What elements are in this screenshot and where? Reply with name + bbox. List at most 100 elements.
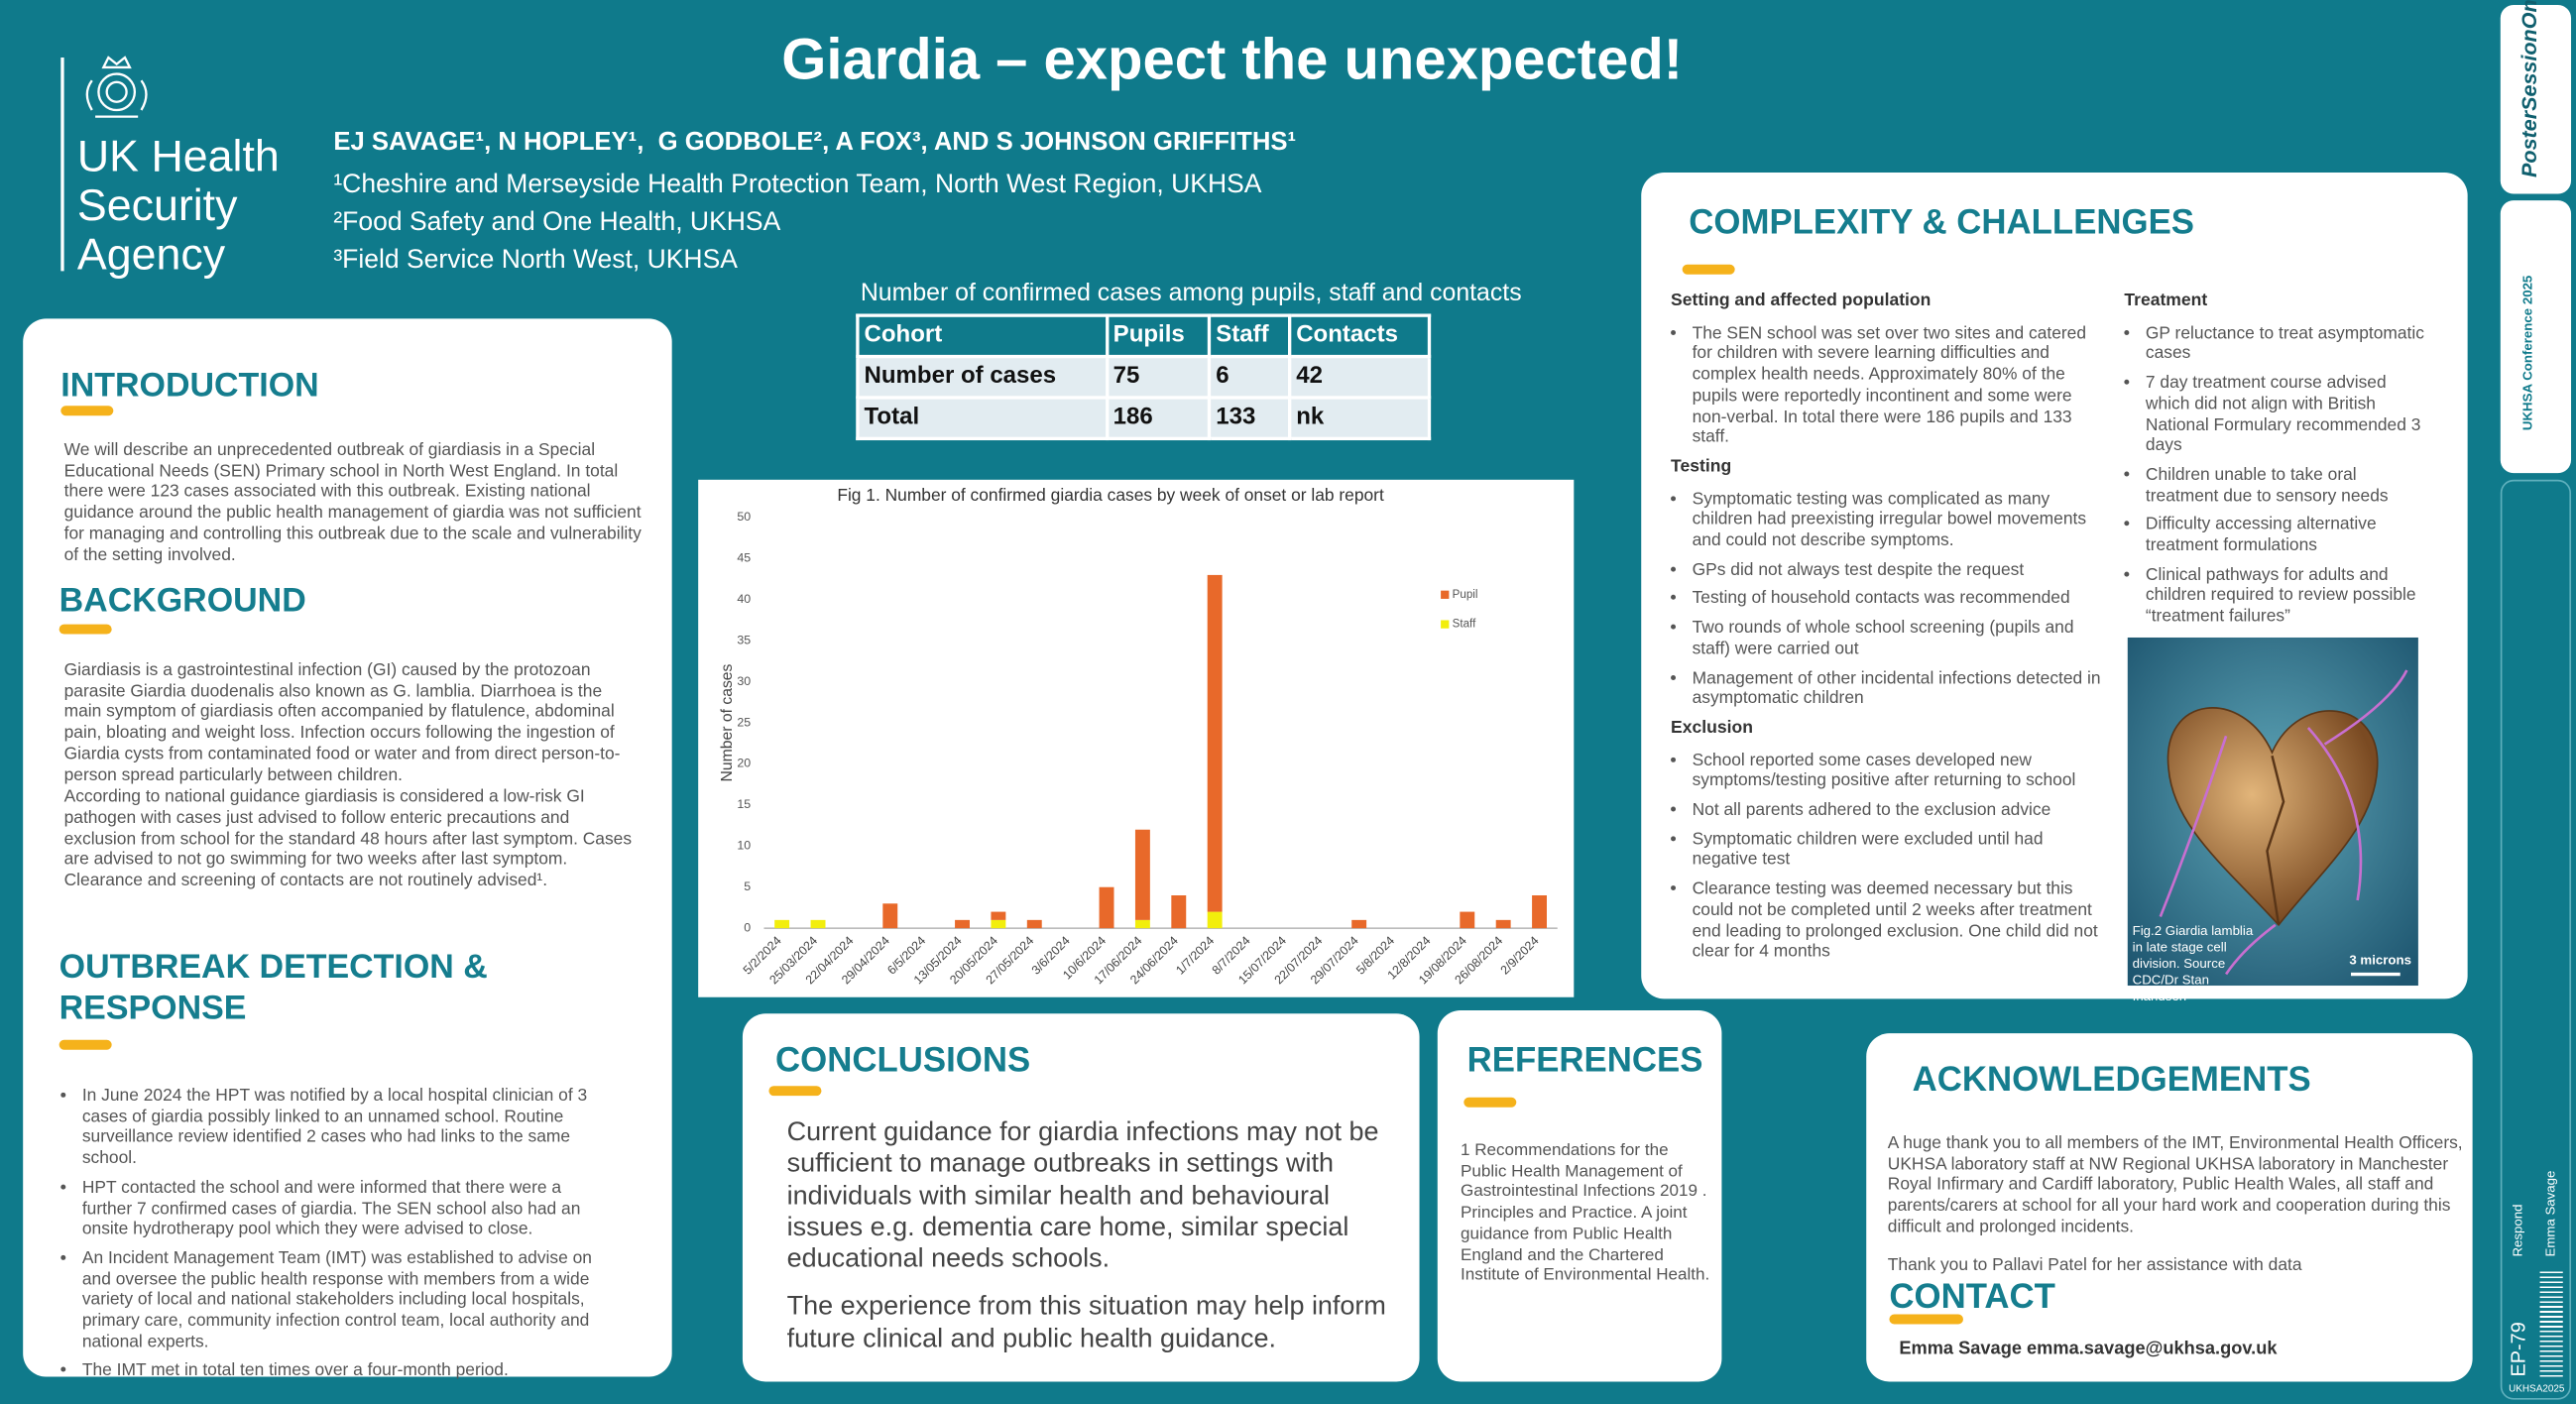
bar xyxy=(1134,919,1150,929)
subheading: Treatment xyxy=(2124,291,2208,311)
subheading: Testing xyxy=(1671,456,1732,477)
bar xyxy=(810,919,826,929)
x-tick-label: 2/9/2024 xyxy=(1498,934,1542,978)
bullets: In June 2024 the HPT was notified by a l… xyxy=(60,1086,613,1390)
paragraph: According to national guidance giardiasi… xyxy=(63,787,633,891)
bullet-list: The SEN school was set over two sites an… xyxy=(1671,323,2101,448)
bullet-item: Not all parents adhered to the exclusion… xyxy=(1693,800,2102,821)
bar xyxy=(1532,895,1547,929)
bullet-item: School reported some cases developed new… xyxy=(1693,751,2102,792)
bullet-list: Symptomatic testing was complicated as m… xyxy=(1671,489,2101,710)
event: UKHSA2025 xyxy=(2509,1384,2565,1395)
bullet-item: Testing of household contacts was recomm… xyxy=(1693,589,2102,610)
column: Treatment GP reluctance to treat asymptom… xyxy=(2124,291,2428,636)
figure-caption: Fig.2 Giardia lamblia in late stage cell… xyxy=(2132,923,2254,1004)
bullet-item: Management of other incidental infection… xyxy=(1693,668,2102,710)
paragraph: Thank you to Pallavi Patel for her assis… xyxy=(1887,1254,2302,1274)
bar xyxy=(1099,886,1114,929)
crest xyxy=(85,56,148,118)
brand: PosterSessionOnline xyxy=(2517,0,2542,177)
scale-label: 3 microns xyxy=(2349,952,2411,968)
bullet-list: School reported some cases developed new… xyxy=(1671,751,2101,963)
x-tick-label: 1/7/2024 xyxy=(1173,934,1217,978)
references-panel xyxy=(1437,1009,1722,1382)
barcode xyxy=(2539,1268,2563,1377)
paragraph: The experience from this situation may h… xyxy=(786,1292,1386,1353)
heading: COMPLEXITY & CHALLENGES xyxy=(1689,203,2195,242)
bullet-item: Clearance testing was deemed necessary b… xyxy=(1693,879,2102,963)
heading: REFERENCES xyxy=(1466,1041,1703,1080)
subheading: Setting and affected population xyxy=(1671,291,1932,311)
y-tick-label: 15 xyxy=(737,797,751,811)
heading: CONCLUSIONS xyxy=(775,1041,1031,1080)
table-cell: Number of cases xyxy=(856,354,1109,400)
bullet-item: GPs did not always test despite the requ… xyxy=(1693,560,2102,581)
table-cell: 6 xyxy=(1208,354,1292,400)
bullet-item: Difficulty accessing alternative treatme… xyxy=(2146,515,2428,556)
paragraphs: A huge thank you to all members of the I… xyxy=(1888,1133,2463,1291)
paragraph: We will describe an unprecedented outbre… xyxy=(63,440,642,565)
y-tick-label: 50 xyxy=(737,510,751,524)
table-cell: 133 xyxy=(1208,396,1292,441)
paragraph: 1 Recommendations for the Public Health … xyxy=(1460,1141,1710,1286)
y-tick-label: 0 xyxy=(744,920,751,934)
bullet-item: 7 day treatment course advised which did… xyxy=(2146,373,2428,456)
acknowledgements-panel xyxy=(1866,1033,2473,1382)
accent xyxy=(768,1086,822,1097)
y-tick-label: 25 xyxy=(737,715,751,729)
authors: EJ SAVAGE¹, N HOPLEY¹, G GODBOLE², A FOX… xyxy=(333,128,1297,157)
bar xyxy=(991,919,1006,929)
logo-line: Security xyxy=(76,180,238,230)
contact-text: Emma Savage emma.savage@ukhsa.gov.uk xyxy=(1899,1339,2278,1359)
table-cell: nk xyxy=(1287,396,1432,441)
bullet-item: The SEN school was set over two sites an… xyxy=(1693,323,2102,448)
legend-swatch xyxy=(1441,590,1450,599)
table-cell: Total xyxy=(856,396,1109,441)
table-header: Cohort Pupils Staff Contacts xyxy=(856,313,1432,359)
affiliation: ¹Cheshire and Merseyside Health Protecti… xyxy=(333,171,1262,199)
bullet-item: Two rounds of whole school screening (pu… xyxy=(1693,618,2102,659)
bullet-item: Symptomatic testing was complicated as m… xyxy=(1693,489,2102,551)
y-tick-label: 40 xyxy=(737,592,751,606)
y-tick-label: 20 xyxy=(737,757,751,770)
respond: Respond xyxy=(2510,1204,2525,1257)
bullet-item: GP reluctance to treat asymptomatic case… xyxy=(2146,323,2428,365)
table-caption: Number of confirmed cases among pupils, … xyxy=(860,279,1522,307)
bullet-item: Children unable to take oral treatment d… xyxy=(2146,465,2428,507)
heading: INTRODUCTION xyxy=(60,366,319,405)
bar xyxy=(991,911,1006,920)
chart-title: Fig 1. Number of confirmed giardia cases… xyxy=(837,485,1384,505)
heading: ACKNOWLEDGEMENTS xyxy=(1912,1061,2311,1100)
bar xyxy=(1495,919,1511,929)
heading: CONTACT xyxy=(1889,1278,2055,1317)
paragraph: Current guidance for giardia infections … xyxy=(786,1116,1379,1274)
bar xyxy=(1207,574,1223,912)
table: Cohort Pupils Staff Contacts Number of cases… xyxy=(856,313,1432,441)
table-row: Total 186 133 nk xyxy=(856,396,1432,441)
column: Setting and affected population The SEN s… xyxy=(1671,291,2101,971)
accent xyxy=(1682,264,1735,275)
bar xyxy=(1134,829,1150,920)
table-row: Number of cases 75 6 42 xyxy=(856,354,1432,400)
accent xyxy=(60,406,114,416)
bar xyxy=(1351,919,1367,929)
paragraphs: Current guidance for giardia infections … xyxy=(787,1117,1387,1372)
logo-rule xyxy=(60,57,64,272)
bullet-list: GP reluctance to treat asymptomatic case… xyxy=(2124,323,2428,628)
poster-code: EP-79 xyxy=(2507,1322,2530,1377)
heading: BACKGROUND xyxy=(59,581,306,620)
bar xyxy=(1026,919,1042,929)
giardia-image xyxy=(2127,637,2418,987)
accent xyxy=(1889,1314,1963,1325)
sidebar-box xyxy=(2500,4,2572,194)
heading: OUTBREAK DETECTION & RESPONSE xyxy=(59,948,488,1027)
logo-line: UK Health xyxy=(76,131,280,181)
header-cell: Staff xyxy=(1208,313,1292,359)
bullet-item: An Incident Management Team (IMT) was es… xyxy=(82,1248,613,1352)
affiliation: ²Food Safety and One Health, UKHSA xyxy=(333,208,781,237)
subheading: Exclusion xyxy=(1671,717,1753,738)
bullet-item: In June 2024 the HPT was notified by a l… xyxy=(82,1086,613,1169)
affiliations: ¹Cheshire and Merseyside Health Protecti… xyxy=(333,166,1261,279)
y-tick-label: 45 xyxy=(737,551,751,565)
